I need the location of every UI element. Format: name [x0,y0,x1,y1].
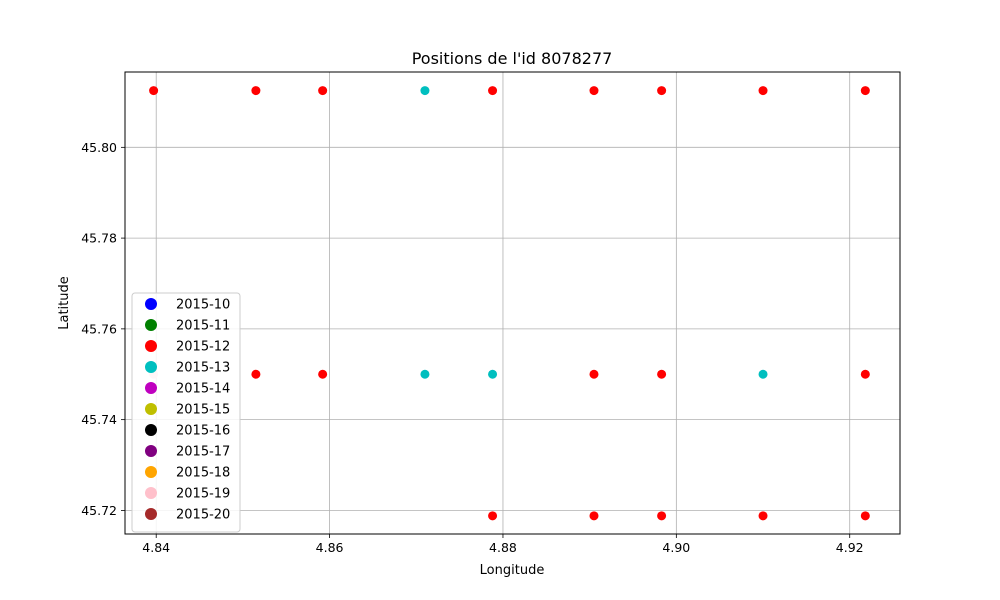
legend-label: 2015-16 [176,424,230,439]
data-point [318,86,328,96]
data-point [657,511,667,521]
chart-title: Positions de l'id 8078277 [412,49,613,68]
legend-marker [145,340,157,352]
data-point [860,86,870,96]
legend-marker [145,445,157,457]
y-tick-label: 45.76 [81,321,117,336]
data-point [488,86,498,96]
data-point [860,369,870,379]
data-point [251,86,261,96]
grid-lines [125,72,900,534]
legend-box [131,292,241,533]
legend-label: 2015-10 [176,298,230,313]
legend-marker [145,319,157,331]
x-axis-title: Longitude [480,563,545,578]
x-tick-label: 4.92 [836,540,864,555]
legend-label: 2015-18 [176,466,230,481]
legend-marker [145,466,157,478]
plot-area-frame [124,71,901,535]
data-point [149,86,159,96]
y-tick-label: 45.72 [81,503,117,518]
data-point [657,369,667,379]
data-point [758,86,768,96]
legend-marker [145,361,157,373]
x-tick-label: 4.90 [662,540,690,555]
x-tick-label: 4.88 [489,540,517,555]
legend-label: 2015-19 [176,487,230,502]
data-point [589,369,599,379]
y-tick-label: 45.78 [81,231,117,246]
legend-label: 2015-11 [176,319,230,334]
y-axis-title: Latitude [57,276,72,330]
legend-label: 2015-14 [176,382,230,397]
y-axis-ticks: 45.72 45.74 45.76 45.78 45.80 [81,140,125,518]
legend-label: 2015-17 [176,445,230,460]
legend-marker [145,298,157,310]
data-point [488,511,498,521]
legend-marker [145,424,157,436]
data-point [657,86,667,96]
data-point [589,86,599,96]
data-point [420,86,430,96]
data-point [589,511,599,521]
legend-label: 2015-13 [176,361,230,376]
legend-label: 2015-15 [176,403,230,418]
data-point [860,511,870,521]
y-tick-label: 45.74 [81,412,117,427]
data-point [318,369,328,379]
data-point [251,369,261,379]
x-axis-ticks: 4.84 4.86 4.88 4.90 4.92 [142,534,864,555]
x-tick-label: 4.86 [316,540,344,555]
legend-marker [145,508,157,520]
data-point [420,369,430,379]
legend-marker [145,403,157,415]
legend-marker [145,487,157,499]
legend-label: 2015-20 [176,508,230,523]
legend-label: 2015-12 [176,340,230,355]
x-tick-label: 4.84 [142,540,170,555]
data-point [488,369,498,379]
legend-marker [145,382,157,394]
data-point [758,369,768,379]
y-tick-label: 45.80 [81,140,117,155]
legend: 2015-10 2015-11 2015-12 2015-13 2015-14 2015-… [131,292,241,533]
data-point [758,511,768,521]
